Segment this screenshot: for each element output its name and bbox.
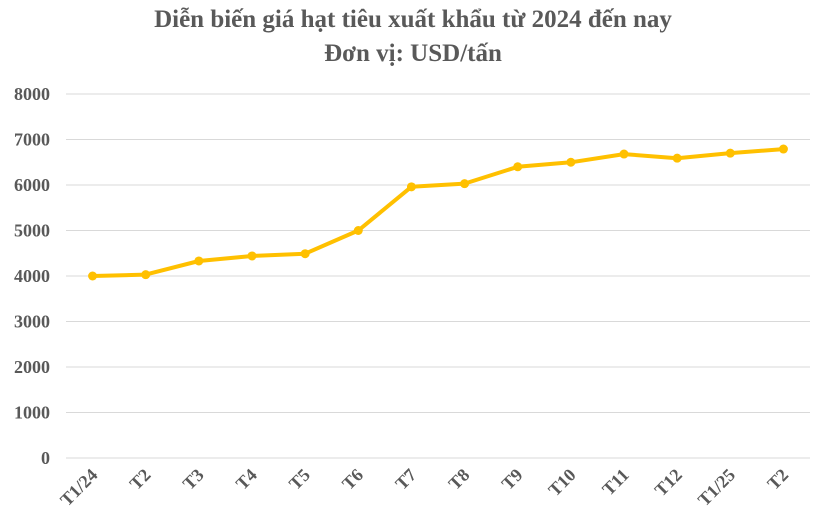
x-tick-label: T10: [544, 465, 579, 500]
gridlines: [66, 93, 810, 459]
x-tick-label: T5: [285, 465, 314, 494]
x-tick-label: T8: [444, 465, 473, 494]
y-axis-ticks: 0 1000 2000 3000 4000 5000 6000 7000 8000: [14, 84, 50, 468]
y-tick-label: 4000: [14, 266, 50, 286]
y-tick-label: 0: [41, 448, 50, 468]
series-price: [88, 144, 788, 281]
x-tick-label: T7: [391, 465, 420, 494]
y-tick-label: 8000: [14, 84, 50, 104]
chart-title: Diễn biến giá hạt tiêu xuất khẩu từ 2024…: [154, 6, 672, 33]
data-point: [353, 226, 363, 235]
data-point: [300, 249, 310, 259]
data-point: [141, 270, 151, 280]
data-point: [566, 157, 576, 167]
data-point: [460, 179, 470, 189]
y-tick-label: 2000: [14, 357, 50, 377]
x-tick-label: T3: [179, 465, 208, 494]
data-point: [194, 256, 204, 266]
x-tick-label: T2: [126, 465, 155, 494]
y-tick-label: 7000: [14, 130, 50, 150]
data-point: [406, 182, 416, 192]
data-point: [672, 153, 682, 163]
x-tick-label: T9: [498, 465, 527, 494]
data-point: [88, 271, 98, 281]
data-point: [619, 149, 629, 159]
series-line: [90, 147, 786, 278]
chart-subtitle: Đơn vị: USD/tấn: [324, 40, 502, 67]
data-point: [247, 251, 257, 261]
y-tick-label: 6000: [14, 175, 50, 195]
x-tick-label: T6: [338, 465, 367, 494]
y-tick-label: 1000: [14, 403, 50, 423]
x-tick-label: T11: [598, 465, 633, 500]
data-point: [513, 162, 523, 172]
y-tick-label: 3000: [14, 312, 50, 332]
y-tick-label: 5000: [14, 221, 50, 241]
x-axis-ticks: T1/24 T2 T3 T4 T5 T6 T7 T8 T9 T10 T11 T12 T1/25 T2: [56, 465, 792, 510]
data-point: [778, 144, 788, 154]
x-tick-label: T12: [651, 465, 686, 500]
x-tick-label: T1/24: [56, 465, 101, 510]
x-tick-label: T4: [232, 465, 261, 494]
x-tick-label: T2: [763, 465, 792, 494]
x-tick-label: T1/25: [694, 465, 739, 510]
data-point: [725, 148, 735, 158]
